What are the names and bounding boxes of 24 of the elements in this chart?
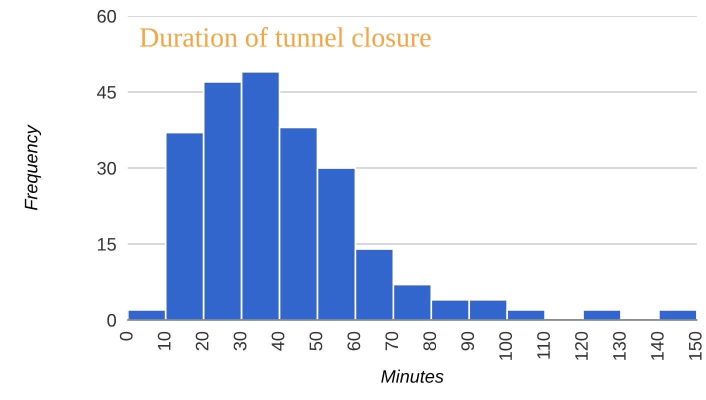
x-tick-label: 70 [385,332,398,350]
x-tick-label: 0 [120,332,133,340]
chart-title: Duration of tunnel closure [140,27,431,47]
x-tick-label: 20 [196,332,209,350]
x-tick-label: 50 [310,332,322,350]
x-tick-label: 150 [688,332,702,360]
x-tick-label: 40 [272,332,284,351]
x-axis-title: Minutes [381,370,444,383]
x-tick-label: 60 [347,332,360,350]
x-tick-label: 100 [499,332,512,360]
y-tick-label: 30 [97,162,116,175]
x-tick-label: 110 [537,332,550,359]
y-tick-label: 0 [107,314,116,327]
x-tick-label: 140 [650,332,664,360]
x-tick-label: 80 [423,332,436,350]
y-tick-label: 60 [98,10,116,23]
y-axis-title: Frequency [24,124,42,210]
x-tick-label: 90 [461,332,474,350]
y-tick-label: 45 [97,86,116,99]
x-tick-label: 10 [158,332,171,350]
y-tick-label: 15 [98,238,116,251]
x-tick-label: 130 [613,332,626,360]
x-tick-label: 120 [575,332,588,360]
x-tick-label: 30 [234,332,246,351]
